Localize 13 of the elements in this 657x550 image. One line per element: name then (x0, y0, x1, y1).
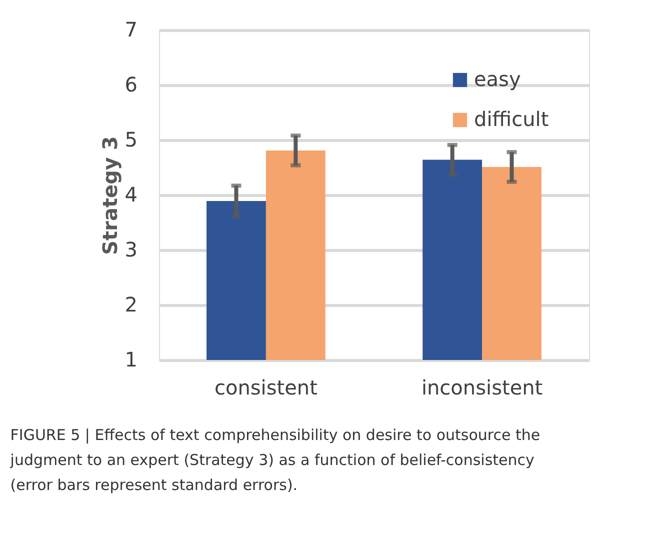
legend-label: easy (474, 67, 521, 91)
x-tick-label: inconsistent (421, 376, 543, 400)
caption: FIGURE 5 | Effects of text comprehensibility on desire to outsource the judgment to an expert (Strategy 3) as a function of belief-consistency (error bars represent standard errors). (9, 426, 540, 494)
y-tick-label: 4 (124, 182, 138, 206)
y-tick-label: 1 (124, 348, 138, 372)
y-tick-label: 6 (124, 72, 138, 96)
y-tick-label: 2 (124, 292, 138, 316)
y-tick-label: 3 (124, 238, 138, 262)
y-tick-label: 5 (124, 128, 138, 152)
y-axis-title: Strategy 3 (98, 136, 122, 255)
x-tick-label: consistent (214, 376, 318, 400)
legend-label: difficult (474, 107, 549, 131)
y-tick-label: 7 (124, 18, 138, 42)
